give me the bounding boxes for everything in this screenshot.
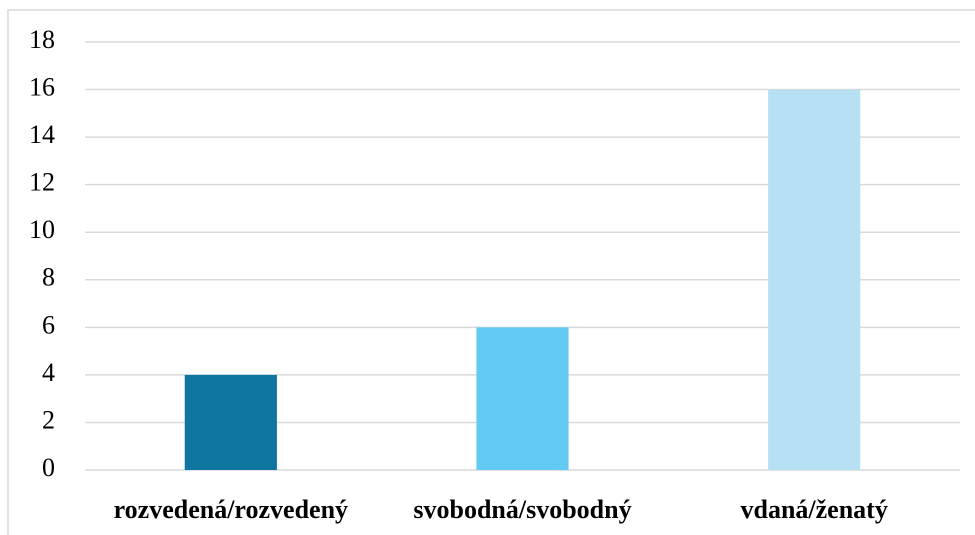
- x-tick-label: svobodná/svobodný: [413, 495, 631, 524]
- chart-border: [7, 9, 975, 535]
- y-tick-label: 18: [29, 25, 55, 54]
- y-tick-label: 14: [29, 120, 55, 149]
- y-tick-label: 4: [42, 358, 55, 387]
- x-tick-label: vdaná/ženatý: [740, 495, 887, 524]
- y-tick-label: 12: [29, 168, 55, 197]
- bar: [768, 89, 861, 471]
- y-tick-label: 6: [42, 310, 55, 339]
- bar: [476, 327, 569, 470]
- bar: [184, 374, 277, 470]
- y-tick-label: 8: [42, 263, 55, 292]
- y-tick-label: 0: [42, 453, 55, 482]
- y-tick-label: 2: [42, 405, 55, 434]
- y-tick-label: 10: [29, 215, 55, 244]
- y-tick-label: 16: [29, 73, 55, 102]
- x-tick-label: rozvedená/rozvedený: [114, 495, 348, 524]
